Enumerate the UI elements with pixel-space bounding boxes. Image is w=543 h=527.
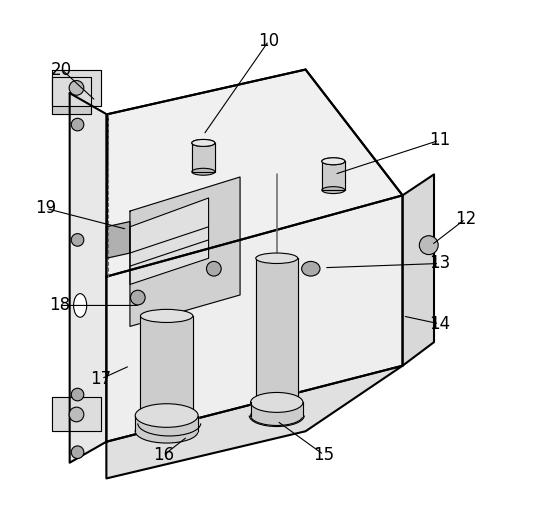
Circle shape [69,81,84,95]
Polygon shape [52,77,91,114]
Polygon shape [135,415,198,431]
Ellipse shape [192,168,215,175]
Ellipse shape [322,158,345,165]
Polygon shape [130,198,209,285]
Text: 20: 20 [51,61,72,79]
Ellipse shape [74,294,87,317]
Ellipse shape [192,140,215,147]
Polygon shape [130,177,240,326]
Ellipse shape [192,140,215,147]
Circle shape [71,233,84,246]
Ellipse shape [141,309,193,323]
Ellipse shape [135,404,198,427]
Circle shape [71,118,84,131]
Text: 19: 19 [35,199,56,218]
Text: 11: 11 [428,131,450,149]
Ellipse shape [256,411,298,421]
Polygon shape [52,70,101,106]
Text: 18: 18 [49,297,70,315]
Ellipse shape [322,158,345,165]
Ellipse shape [250,406,303,425]
Polygon shape [70,93,106,463]
Text: 17: 17 [91,370,112,388]
Text: 13: 13 [428,255,450,272]
Circle shape [69,407,84,422]
Polygon shape [402,174,434,366]
Ellipse shape [256,253,298,264]
Ellipse shape [250,393,303,413]
Ellipse shape [141,425,193,438]
Circle shape [206,261,221,276]
Polygon shape [106,221,130,258]
Circle shape [71,446,84,458]
Text: 10: 10 [258,32,280,50]
Polygon shape [106,70,402,277]
Polygon shape [256,258,298,415]
Text: 15: 15 [313,446,334,464]
Polygon shape [141,316,193,431]
Polygon shape [192,143,215,172]
Polygon shape [106,196,402,442]
Ellipse shape [302,261,320,276]
Circle shape [130,290,145,305]
Polygon shape [250,403,303,415]
Circle shape [71,388,84,401]
Polygon shape [322,161,345,190]
Text: 16: 16 [154,446,175,464]
Circle shape [419,236,438,255]
Text: 14: 14 [428,315,450,333]
Ellipse shape [322,187,345,193]
Text: 12: 12 [455,210,476,228]
Polygon shape [106,366,402,479]
Polygon shape [52,397,101,431]
Ellipse shape [135,419,198,443]
